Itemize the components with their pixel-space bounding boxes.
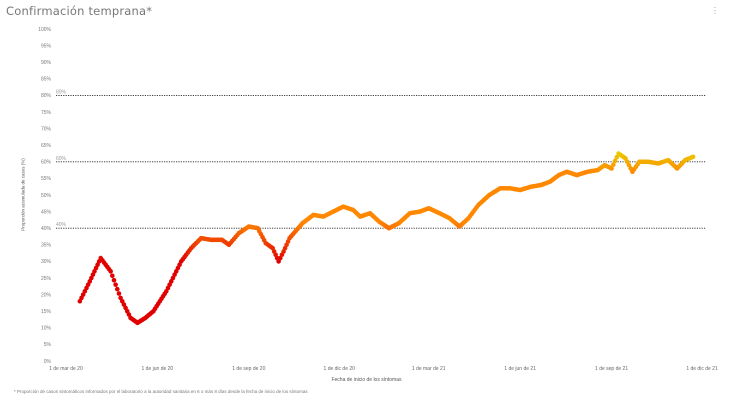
chart-title: Confirmación temprana* [6, 4, 153, 18]
y-tick-label: 45% [41, 209, 52, 215]
y-tick-label: 80% [41, 93, 52, 99]
y-tick-label: 0% [44, 359, 52, 365]
y-tick-label: 100% [38, 27, 51, 33]
data-point [609, 166, 614, 171]
y-tick-label: 85% [41, 77, 52, 83]
data-point-interp [110, 273, 115, 279]
data-point-interp [116, 291, 122, 296]
data-point-interp [111, 277, 117, 283]
y-tick-label: 55% [41, 176, 52, 182]
x-tick-label: 1 de mar de 20 [49, 366, 83, 372]
footnote: * Proporción de casos sintomáticos infor… [14, 389, 308, 394]
data-point-interp [113, 282, 118, 287]
x-tick-label: 1 de dic de 21 [686, 366, 718, 372]
y-tick-label: 30% [41, 259, 52, 265]
y-tick-label: 65% [41, 143, 52, 149]
reference-line-label: 40% [56, 222, 67, 228]
x-tick-label: 1 de jun de 20 [142, 366, 174, 372]
x-tick-label: 1 de jun de 21 [504, 366, 536, 372]
y-axis-label: Proporción acumulada de casos (%) [20, 158, 26, 231]
x-axis-label: Fecha de inicio de los síntomas [331, 377, 402, 383]
y-tick-label: 25% [41, 276, 52, 282]
reference-line-label: 60% [56, 156, 67, 162]
y-tick-label: 5% [44, 342, 52, 348]
y-tick-label: 40% [41, 226, 52, 232]
x-tick-label: 1 de mar de 21 [412, 366, 446, 372]
reference-line-label: 80% [56, 89, 67, 95]
y-tick-label: 70% [41, 126, 52, 132]
y-tick-label: 20% [41, 292, 52, 298]
y-tick-label: 75% [41, 110, 52, 116]
y-tick-label: 95% [41, 43, 52, 49]
x-tick-label: 1 de sep de 21 [595, 366, 628, 372]
data-point-interp [611, 162, 616, 168]
x-tick-label: 1 de sep de 20 [232, 366, 265, 372]
y-tick-label: 10% [41, 326, 52, 332]
more-options-icon[interactable]: ⋮ [711, 6, 719, 15]
y-tick-label: 15% [41, 309, 52, 315]
data-point [690, 154, 696, 160]
data-point [108, 269, 113, 274]
y-tick-label: 50% [41, 193, 52, 199]
data-point-interp [614, 154, 620, 160]
y-tick-label: 35% [41, 243, 52, 249]
data-point-interp [114, 286, 120, 292]
y-tick-label: 90% [41, 60, 52, 66]
y-tick-label: 60% [41, 160, 52, 166]
data-point-interp [612, 158, 618, 164]
x-tick-label: 1 de dic de 20 [324, 366, 356, 372]
